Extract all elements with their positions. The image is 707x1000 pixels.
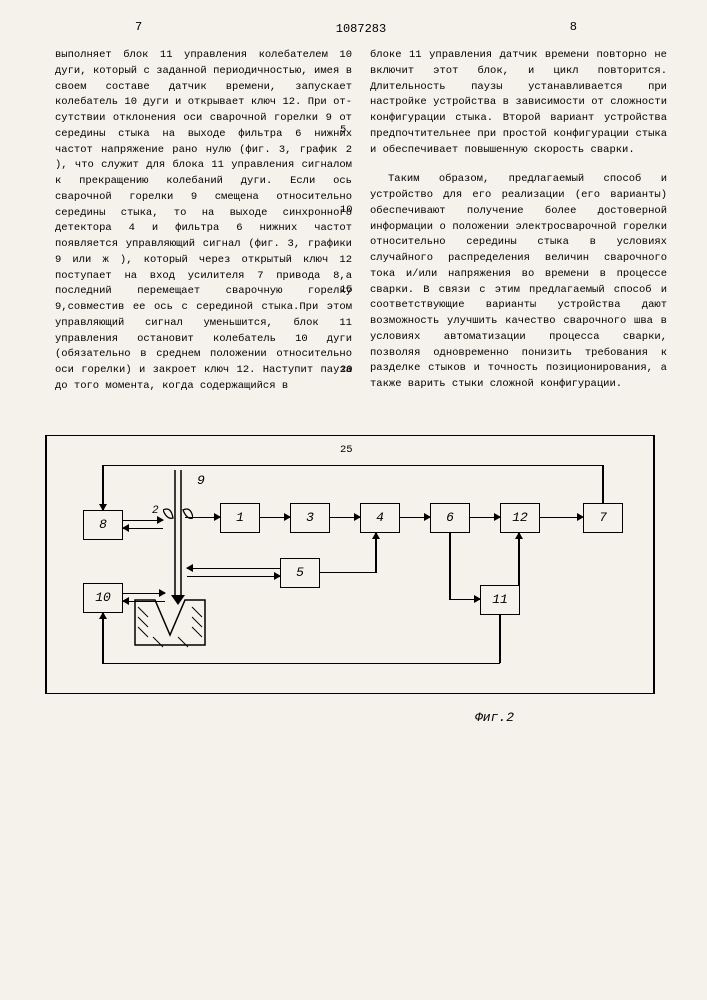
box-11: 11 xyxy=(480,585,520,615)
label-2: 2 xyxy=(152,505,159,517)
wire xyxy=(518,533,520,585)
wire xyxy=(187,576,280,578)
box-1: 1 xyxy=(220,503,260,533)
wire xyxy=(123,593,165,595)
wire xyxy=(123,528,163,530)
box-8: 8 xyxy=(83,510,123,540)
wire xyxy=(102,663,500,665)
text-columns: выполняет блок 11 управления колеба­теле… xyxy=(55,48,667,395)
box-3: 3 xyxy=(290,503,330,533)
para-right-2: Таким образом, предлагаемый спо­соб и ус… xyxy=(370,172,667,393)
wire xyxy=(102,465,104,510)
page-number-left: 7 xyxy=(135,20,142,34)
line-num-15: 15 xyxy=(340,283,353,299)
box-10: 10 xyxy=(83,583,123,613)
wire xyxy=(400,517,430,519)
label-9: 9 xyxy=(197,473,205,488)
torch-icon xyxy=(163,470,193,605)
box-5: 5 xyxy=(280,558,320,588)
wire xyxy=(470,517,500,519)
page-number-right: 8 xyxy=(570,20,577,34)
wire xyxy=(102,465,603,467)
column-left: выполняет блок 11 управления колеба­теле… xyxy=(55,48,352,395)
line-num-10: 10 xyxy=(340,203,353,219)
wire xyxy=(540,517,583,519)
wire xyxy=(602,465,604,503)
frame xyxy=(653,435,655,693)
diagram: 9 2 8 10 1 3 4 5 6 12 7 11 xyxy=(55,455,667,755)
box-6: 6 xyxy=(430,503,470,533)
wire xyxy=(123,601,165,603)
wire xyxy=(187,568,280,570)
frame xyxy=(45,435,47,693)
wire xyxy=(449,533,451,599)
wire xyxy=(185,517,220,519)
wire xyxy=(260,517,290,519)
wire xyxy=(375,533,377,573)
wire xyxy=(320,572,375,574)
wire xyxy=(330,517,360,519)
wire xyxy=(499,615,501,663)
frame xyxy=(45,435,655,437)
line-num-5: 5 xyxy=(340,123,346,139)
para-right-1: блоке 11 управления датчик времени повто… xyxy=(370,48,667,158)
box-7: 7 xyxy=(583,503,623,533)
page-root: 7 8 1087283 5 10 15 20 25 выполняет блок… xyxy=(0,0,707,1000)
wire xyxy=(449,599,480,601)
figure-label: Фиг.2 xyxy=(475,710,514,725)
wire xyxy=(123,520,163,522)
box-12: 12 xyxy=(500,503,540,533)
box-4: 4 xyxy=(360,503,400,533)
frame xyxy=(45,693,655,695)
line-num-20: 20 xyxy=(340,363,353,379)
wire xyxy=(102,613,104,664)
column-right: блоке 11 управления датчик времени повто… xyxy=(370,48,667,395)
